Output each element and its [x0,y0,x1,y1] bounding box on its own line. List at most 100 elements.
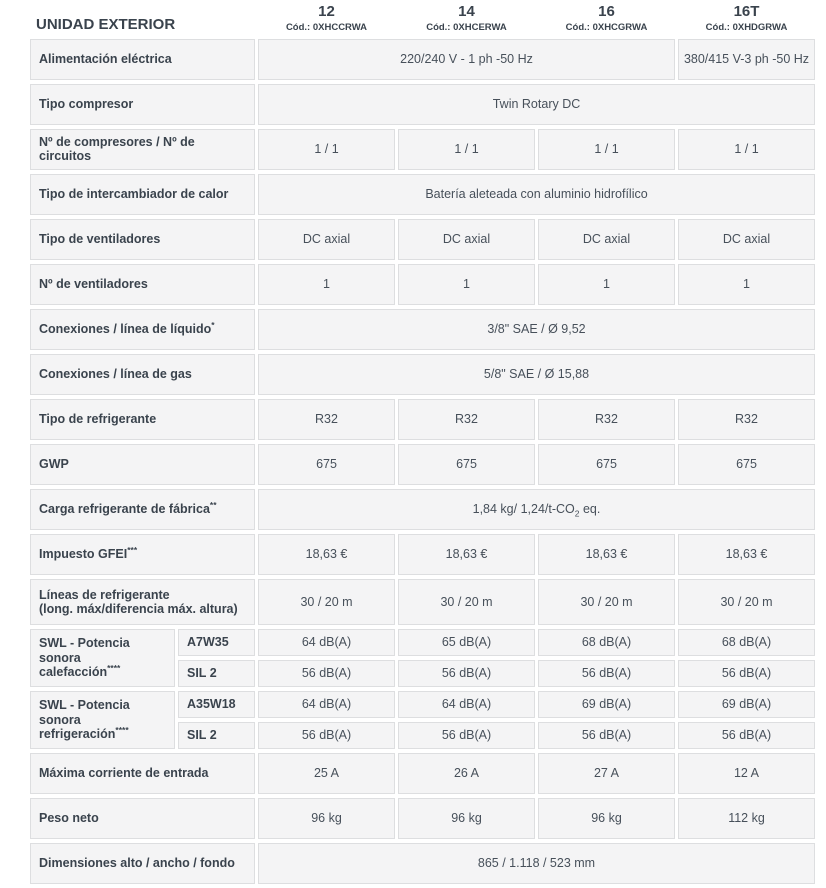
spec-value-cell: R32 [678,398,815,440]
spec-value-cell: 30 / 20 m [258,578,395,625]
row-label-swl-heating: SWL - Potencia sonora calefacción**** [30,628,175,687]
table-row: SWL - Potencia sonora refrigeración**** … [30,690,815,749]
spec-value-cell: 18,63 € [538,533,675,575]
spec-value-cell: 380/415 V-3 ph -50 Hz [678,38,815,80]
row-label: Líneas de refrigerante (long. máx/difere… [30,578,255,625]
table-row: Alimentación eléctrica 220/240 V - 1 ph … [30,38,815,80]
spec-value-cell: 56 dB(A) [398,659,535,687]
spec-value-cell: 27 A [538,752,675,794]
row-label: Tipo de ventiladores [30,218,255,260]
row-label: Alimentación eléctrica [30,38,255,80]
spec-table: UNIDAD EXTERIOR 12 Cód.: 0XHCCRWA 14 Cód… [27,0,818,888]
model-number: 14 [458,3,475,20]
model-number: 16T [733,3,760,20]
model-column-header-12: 12 Cód.: 0XHCCRWA [258,3,395,35]
spec-value-cell: 3/8" SAE / Ø 9,52 [258,308,815,350]
table-row: Líneas de refrigerante (long. máx/difere… [30,578,815,625]
spec-value-cell: Twin Rotary DC [258,83,815,125]
spec-value-cell: 26 A [398,752,535,794]
table-row: Peso neto 96 kg 96 kg 96 kg 112 kg [30,797,815,839]
spec-value-cell: 1 / 1 [258,128,395,170]
spec-value-cell: 1 [398,263,535,305]
spec-value-cell: 1 [258,263,395,305]
spec-value-cell: DC axial [258,218,395,260]
row-label: Máxima corriente de entrada [30,752,255,794]
row-label: Conexiones / línea de gas [30,353,255,395]
table-title: UNIDAD EXTERIOR [36,15,176,33]
swl-condition-label: A7W35 [178,628,255,656]
row-label-swl-cooling: SWL - Potencia sonora refrigeración**** [30,690,175,749]
model-code: Cód.: 0XHCGRWA [565,21,648,33]
spec-value-cell: 56 dB(A) [678,659,815,687]
row-label: Dimensiones alto / ancho / fondo [30,842,255,884]
model-column-header-16: 16 Cód.: 0XHCGRWA [538,3,675,35]
spec-value-cell: 68 dB(A) [538,628,675,656]
row-label: Tipo de refrigerante [30,398,255,440]
swl-condition-label: SIL 2 [178,659,255,687]
row-label: Carga refrigerante de fábrica** [30,488,255,530]
table-row: SIL 2 56 dB(A) 56 dB(A) 56 dB(A) 56 dB(A… [30,659,815,687]
spec-value-cell: 18,63 € [398,533,535,575]
spec-value-cell: 1 / 1 [678,128,815,170]
spec-value-cell: 675 [678,443,815,485]
table-row: Conexiones / línea de gas 5/8" SAE / Ø 1… [30,353,815,395]
table-row: GWP 675 675 675 675 [30,443,815,485]
row-label: Tipo compresor [30,83,255,125]
spec-value-cell: 56 dB(A) [538,721,675,749]
spec-value-cell: 865 / 1.118 / 523 mm [258,842,815,884]
table-row: Tipo de ventiladores DC axial DC axial D… [30,218,815,260]
spec-value-cell: 96 kg [258,797,395,839]
spec-value-cell: 18,63 € [678,533,815,575]
spec-value-cell: 96 kg [398,797,535,839]
spec-value-cell: R32 [258,398,395,440]
spec-value-cell: 30 / 20 m [398,578,535,625]
spec-value-cell: 675 [258,443,395,485]
row-label: GWP [30,443,255,485]
swl-condition-label: SIL 2 [178,721,255,749]
spec-value-cell: 675 [538,443,675,485]
table-row: Carga refrigerante de fábrica** 1,84 kg/… [30,488,815,530]
spec-value-cell: 56 dB(A) [258,659,395,687]
model-number: 16 [598,3,615,20]
spec-value-cell: 30 / 20 m [538,578,675,625]
table-row: Impuesto GFEI*** 18,63 € 18,63 € 18,63 €… [30,533,815,575]
table-row: Tipo compresor Twin Rotary DC [30,83,815,125]
row-label: Nº de ventiladores [30,263,255,305]
spec-value-cell: 220/240 V - 1 ph -50 Hz [258,38,675,80]
table-row: Nº de compresores / Nº de circuitos 1 / … [30,128,815,170]
spec-value-cell: 30 / 20 m [678,578,815,625]
spec-value-cell: 56 dB(A) [538,659,675,687]
spec-value-cell: 56 dB(A) [398,721,535,749]
spec-value-cell: DC axial [678,218,815,260]
spec-value-cell: 1,84 kg/ 1,24/t-CO2 eq. [258,488,815,530]
table-row: Máxima corriente de entrada 25 A 26 A 27… [30,752,815,794]
table-row: SWL - Potencia sonora calefacción**** A7… [30,628,815,687]
row-label: Impuesto GFEI*** [30,533,255,575]
table-row: Conexiones / línea de líquido* 3/8" SAE … [30,308,815,350]
row-label: Tipo de intercambiador de calor [30,173,255,215]
spec-value-cell: 65 dB(A) [398,628,535,656]
spec-value-cell: 25 A [258,752,395,794]
model-column-header-14: 14 Cód.: 0XHCERWA [398,3,535,35]
spec-value-cell: 12 A [678,752,815,794]
spec-value-cell: 1 / 1 [398,128,535,170]
spec-value-cell: 64 dB(A) [398,690,535,718]
table-row: Nº de ventiladores 1 1 1 1 [30,263,815,305]
spec-value-cell: DC axial [538,218,675,260]
spec-value-cell: 675 [398,443,535,485]
model-code: Cód.: 0XHDGRWA [705,21,788,33]
row-label: Peso neto [30,797,255,839]
table-row: Dimensiones alto / ancho / fondo 865 / 1… [30,842,815,884]
model-code: Cód.: 0XHCERWA [426,21,507,33]
model-column-header-16t: 16T Cód.: 0XHDGRWA [678,3,815,35]
spec-value-cell: Batería aleteada con aluminio hidrofílic… [258,173,815,215]
spec-value-cell: 96 kg [538,797,675,839]
model-code: Cód.: 0XHCCRWA [285,21,368,33]
spec-value-cell: 18,63 € [258,533,395,575]
row-label: Conexiones / línea de líquido* [30,308,255,350]
spec-value-cell: 69 dB(A) [678,690,815,718]
model-number: 12 [318,3,335,20]
row-label: Nº de compresores / Nº de circuitos [30,128,255,170]
spec-value-cell: 1 [538,263,675,305]
spec-value-cell: 1 / 1 [538,128,675,170]
